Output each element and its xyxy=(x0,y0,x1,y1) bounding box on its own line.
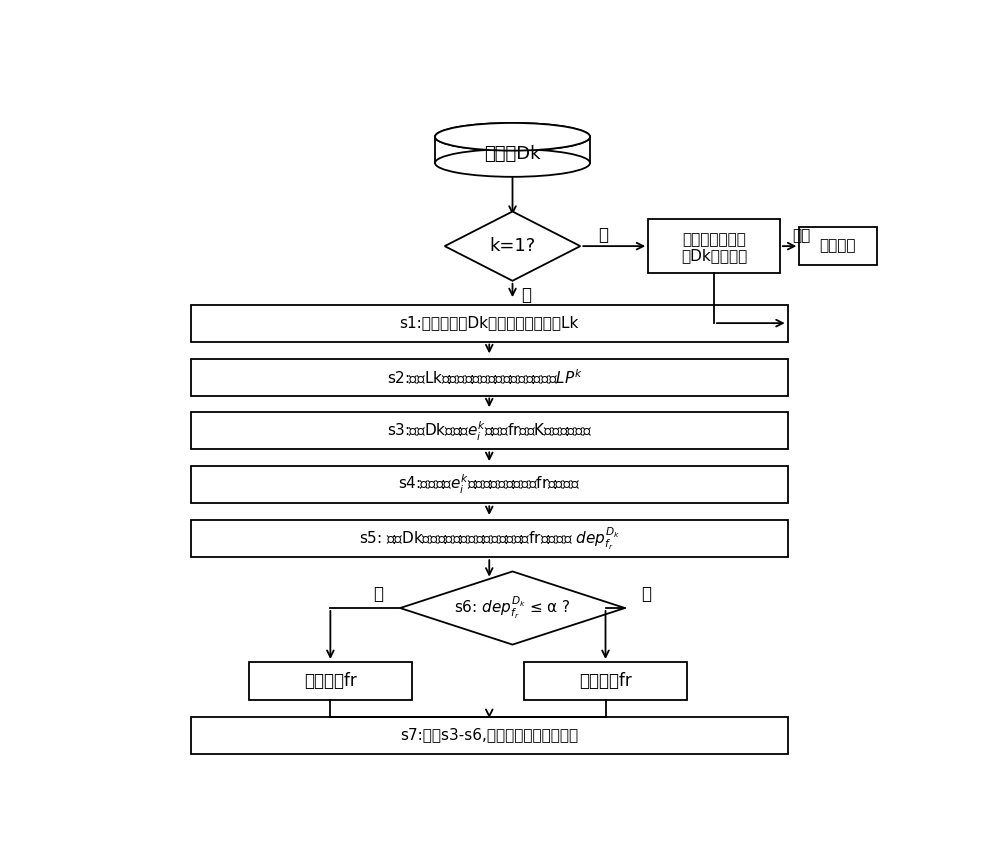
Text: 数据块Dk: 数据块Dk xyxy=(484,145,541,162)
Bar xyxy=(191,305,788,341)
Text: 是: 是 xyxy=(642,585,652,603)
Text: 否: 否 xyxy=(599,226,609,245)
Text: 已有集成分类器: 已有集成分类器 xyxy=(682,232,746,247)
Bar xyxy=(191,716,788,753)
Bar xyxy=(648,219,780,273)
Text: s3:计算Dk中文本$e^{k}_{i}$在特征fr上的K近邻文本集合: s3:计算Dk中文本$e^{k}_{i}$在特征fr上的K近邻文本集合 xyxy=(387,419,592,442)
Bar xyxy=(191,467,788,504)
Bar xyxy=(435,137,590,163)
Text: s6: $dep^{D_k}_{f_r}$ ≤ α ?: s6: $dep^{D_k}_{f_r}$ ≤ α ? xyxy=(454,594,571,621)
Text: s2:计算Lk的平均标签相关度并得到标签对集$LP^k$: s2:计算Lk的平均标签相关度并得到标签对集$LP^k$ xyxy=(387,367,583,387)
Text: 对Dk进行预测: 对Dk进行预测 xyxy=(681,248,747,263)
Text: k=1?: k=1? xyxy=(489,237,536,255)
Text: s4:计算文本$e^{k}_{i}$在邻域关系下对特征fr的依赖度: s4:计算文本$e^{k}_{i}$在邻域关系下对特征fr的依赖度 xyxy=(398,473,580,497)
Text: 预测结果: 预测结果 xyxy=(820,238,856,254)
Bar xyxy=(524,662,687,701)
Polygon shape xyxy=(400,571,625,645)
Ellipse shape xyxy=(435,149,590,177)
Text: 丢弃特征fr: 丢弃特征fr xyxy=(579,672,632,690)
Polygon shape xyxy=(445,212,580,281)
Text: s5: 计算Dk中所有文本在邻域关系下对特征fr的依赖度 $dep^{D_k}_{f_r}$: s5: 计算Dk中所有文本在邻域关系下对特征fr的依赖度 $dep^{D_k}_… xyxy=(359,525,620,552)
Text: 是: 是 xyxy=(521,286,531,303)
Bar xyxy=(191,520,788,557)
Text: s7:重复s3-s6,得到降维后的特征空间: s7:重复s3-s6,得到降维后的特征空间 xyxy=(400,727,578,742)
Text: 保留特征fr: 保留特征fr xyxy=(304,672,357,690)
Ellipse shape xyxy=(435,123,590,150)
Bar xyxy=(799,227,877,265)
Bar xyxy=(191,359,788,396)
Text: s1:计算数据块Dk的标签相关性矩阵Lk: s1:计算数据块Dk的标签相关性矩阵Lk xyxy=(400,315,579,331)
Bar xyxy=(249,662,412,701)
Text: 否: 否 xyxy=(373,585,383,603)
Text: 输出: 输出 xyxy=(792,228,811,243)
Ellipse shape xyxy=(435,123,590,150)
Bar xyxy=(191,412,788,449)
